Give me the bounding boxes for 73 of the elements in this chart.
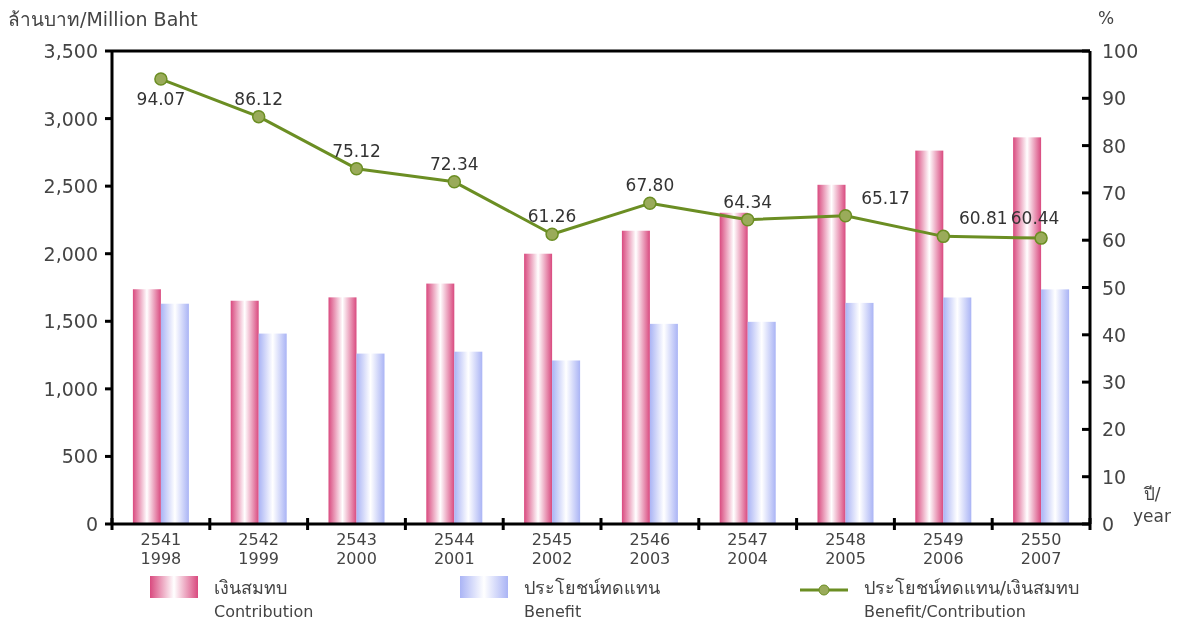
data-label: 65.17 [861, 187, 910, 208]
y2-tick-label: 60 [1102, 229, 1127, 252]
bar [524, 253, 553, 524]
bar [454, 351, 483, 524]
y-tick-label: 0 [85, 513, 98, 535]
point [545, 227, 559, 241]
x-tick-label: 2541 1998 [140, 530, 182, 568]
x-tick-label: 2544 2001 [433, 530, 475, 568]
data-label: 64.34 [723, 191, 773, 212]
bar [817, 184, 846, 524]
point [936, 229, 951, 244]
bar [1041, 289, 1070, 524]
y-tick-label: 1,000 [43, 377, 98, 400]
y2-tick-label: 0 [1102, 513, 1115, 535]
bar [160, 303, 189, 524]
data-label: 75.12 [332, 140, 381, 161]
x-axis-title: ปี/ year [1133, 484, 1171, 526]
bar [356, 353, 385, 524]
bar [943, 297, 972, 524]
y2-tick-label: 100 [1102, 40, 1139, 62]
y-tick-label: 500 [61, 445, 98, 468]
point [154, 72, 168, 86]
data-label: 86.12 [234, 88, 284, 109]
y2-tick-label: 40 [1102, 323, 1127, 346]
legend-label: ประโยชน์ทดแทน Benefit [524, 577, 660, 621]
point [838, 209, 853, 223]
y-tick-label: 2,500 [43, 175, 98, 198]
bar [621, 230, 650, 524]
y-axis-title: ล้านบาท/Million Baht [8, 8, 198, 30]
point [349, 161, 364, 176]
bar [426, 283, 455, 524]
bar [258, 333, 287, 524]
point [643, 196, 657, 211]
x-tick-label: 2543 2000 [336, 530, 377, 568]
bar [747, 321, 776, 524]
y2-tick-label: 20 [1102, 418, 1127, 441]
x-tick-label: 2550 2007 [1020, 530, 1062, 568]
y-tick-label: 1,500 [43, 310, 98, 333]
y2-tick-label: 70 [1102, 181, 1127, 204]
point [251, 109, 266, 124]
y-tick-label: 2,000 [43, 242, 98, 265]
point [1034, 231, 1048, 245]
data-label: 60.81 [958, 208, 1008, 229]
data-label: 72.34 [429, 153, 479, 174]
legend-label: เงินสมทบ Contribution [214, 577, 314, 621]
y2-tick-label: 50 [1102, 276, 1127, 299]
y2-tick-label: 80 [1102, 134, 1127, 157]
y2-tick-label: 10 [1102, 465, 1127, 488]
bar [552, 360, 581, 524]
bar [230, 300, 259, 524]
x-tick-label: 2548 2005 [825, 530, 866, 568]
data-label: 94.07 [136, 89, 186, 110]
bar [915, 150, 944, 524]
data-label: 61.26 [527, 206, 577, 227]
y2-tick-label: 90 [1102, 87, 1127, 110]
x-tick-label: 2549 2006 [922, 530, 964, 568]
legend-label: ประโยชน์ทดแทน/เงินสมทบ Benefit/Contribution [864, 577, 1080, 621]
y2-axis-title: % [1098, 8, 1115, 28]
y-tick-label: 3,500 [43, 40, 98, 62]
bar [328, 297, 357, 524]
bar [845, 302, 874, 524]
data-label: 67.80 [625, 175, 675, 196]
x-tick-label: 2547 2004 [727, 530, 769, 568]
x-tick-label: 2542 1999 [238, 530, 280, 568]
bar [132, 289, 161, 524]
point [447, 175, 462, 189]
point [740, 212, 755, 227]
x-tick-label: 2546 2003 [629, 530, 671, 568]
y2-tick-label: 30 [1102, 371, 1127, 394]
bar [649, 323, 678, 524]
x-tick-label: 2545 2002 [531, 530, 573, 568]
y-tick-label: 3,000 [43, 107, 98, 130]
bar [719, 212, 748, 524]
